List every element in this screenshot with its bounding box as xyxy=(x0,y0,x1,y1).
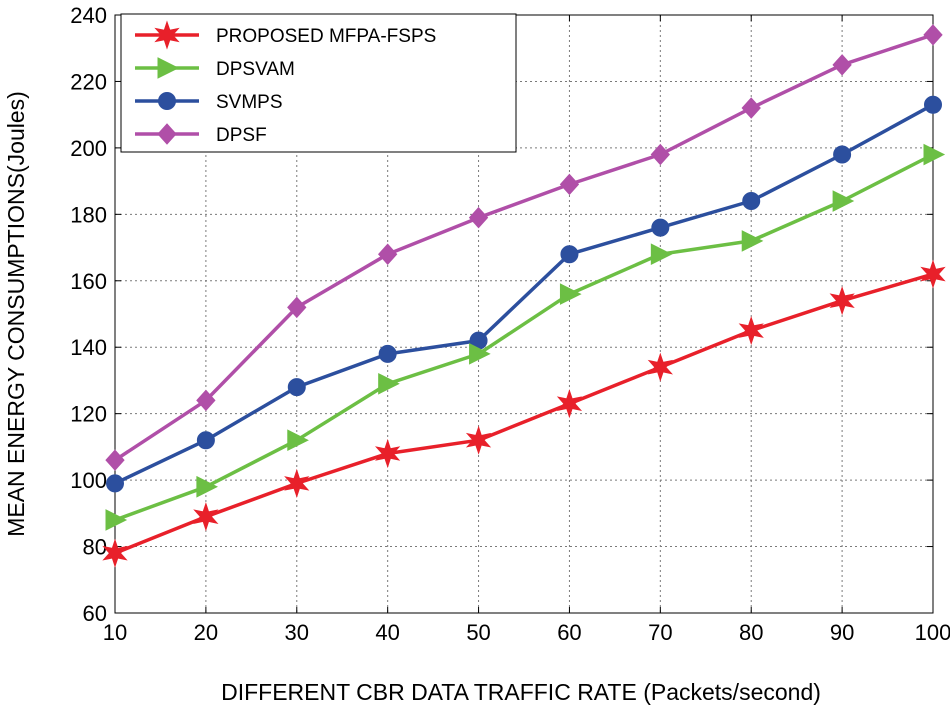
series-3 xyxy=(106,95,942,493)
legend-marker xyxy=(157,123,177,145)
data-point xyxy=(105,509,128,531)
data-point xyxy=(556,389,583,419)
data-point xyxy=(833,145,852,164)
y-axis-label: MEAN ENERGY CONSUMPTIONS(Joules) xyxy=(3,91,29,537)
series-4 xyxy=(105,24,943,471)
data-point xyxy=(196,431,215,450)
data-point xyxy=(378,372,400,395)
data-point xyxy=(287,378,306,397)
y-tick-label: 220 xyxy=(70,69,107,94)
data-point xyxy=(469,343,491,365)
data-point xyxy=(196,475,219,498)
y-tick-label: 80 xyxy=(83,535,107,560)
data-point xyxy=(559,173,580,196)
data-point xyxy=(377,243,398,265)
legend-item: DPSVAM xyxy=(135,57,295,80)
data-point xyxy=(923,24,943,46)
data-point xyxy=(647,352,673,382)
series-2 xyxy=(105,143,946,531)
ticks: 10 20 30 40 50 60 70 80 90 100 60 80 100 120 140 160 180… xyxy=(70,3,950,645)
data-point xyxy=(650,243,673,266)
plot-frame xyxy=(114,14,934,614)
y-tick-label: 120 xyxy=(70,402,107,427)
legend-item: SVMPS xyxy=(135,92,283,113)
data-point xyxy=(651,218,670,237)
data-point xyxy=(829,286,855,316)
data-point xyxy=(378,344,397,363)
data-point xyxy=(920,259,946,289)
data-point xyxy=(742,192,761,211)
data-point xyxy=(559,283,582,305)
data-point xyxy=(924,95,942,114)
data-point xyxy=(375,438,401,469)
y-tick-label: 180 xyxy=(70,202,107,227)
data-point xyxy=(105,449,125,471)
legend-item: PROPOSED MFPA-FSPS xyxy=(135,20,436,50)
data-point xyxy=(465,425,492,455)
data-point xyxy=(196,389,216,412)
x-tick-label: 30 xyxy=(285,620,309,645)
legend-box xyxy=(120,13,517,153)
data-point xyxy=(741,230,764,252)
data-point xyxy=(832,54,852,76)
data-point xyxy=(468,206,489,229)
x-tick-label: 100 xyxy=(915,620,950,645)
data-point xyxy=(741,97,761,119)
data-point xyxy=(287,296,307,319)
y-tick-label: 160 xyxy=(70,269,107,294)
x-tick-label: 20 xyxy=(194,620,218,645)
x-tick-label: 10 xyxy=(103,620,127,645)
legend-marker xyxy=(158,92,176,110)
legend-item: DPSF xyxy=(135,123,267,146)
y-tick-label: 200 xyxy=(70,136,107,161)
x-tick-label: 80 xyxy=(739,620,763,645)
y-tick-label: 140 xyxy=(70,335,107,360)
data-point xyxy=(738,316,764,346)
x-tick-label: 40 xyxy=(375,620,399,645)
data-point xyxy=(650,143,671,166)
legend-label: PROPOSED MFPA-FSPS xyxy=(216,26,436,47)
data-point xyxy=(287,429,309,452)
series-line xyxy=(114,272,934,555)
x-tick-label: 50 xyxy=(466,620,490,645)
legend-label: SVMPS xyxy=(216,92,283,113)
series xyxy=(102,24,946,568)
series-line xyxy=(114,33,934,462)
y-tick-label: 60 xyxy=(83,601,107,626)
data-point xyxy=(284,468,310,498)
y-tick-label: 100 xyxy=(70,468,107,493)
series-line xyxy=(114,152,934,522)
x-axis-label: DIFFERENT CBR DATA TRAFFIC RATE (Packets… xyxy=(221,679,821,705)
x-tick-label: 70 xyxy=(648,620,672,645)
y-tick-label: 240 xyxy=(70,3,107,28)
x-tick-label: 90 xyxy=(830,620,854,645)
legend-marker xyxy=(154,20,180,50)
data-point xyxy=(106,474,124,493)
data-point xyxy=(193,502,219,532)
data-point xyxy=(560,245,579,264)
legend-label: DPSVAM xyxy=(216,59,295,80)
legend: PROPOSED MFPA-FSPS DPSVAM SVMPS DPSF xyxy=(120,13,517,153)
series-1 xyxy=(102,259,946,568)
x-tick-label: 60 xyxy=(557,620,581,645)
data-point xyxy=(102,538,128,568)
legend-marker xyxy=(157,57,180,79)
series-line xyxy=(114,103,934,485)
legend-label: DPSF xyxy=(216,125,267,146)
data-point xyxy=(923,143,946,166)
data-point xyxy=(832,190,855,212)
